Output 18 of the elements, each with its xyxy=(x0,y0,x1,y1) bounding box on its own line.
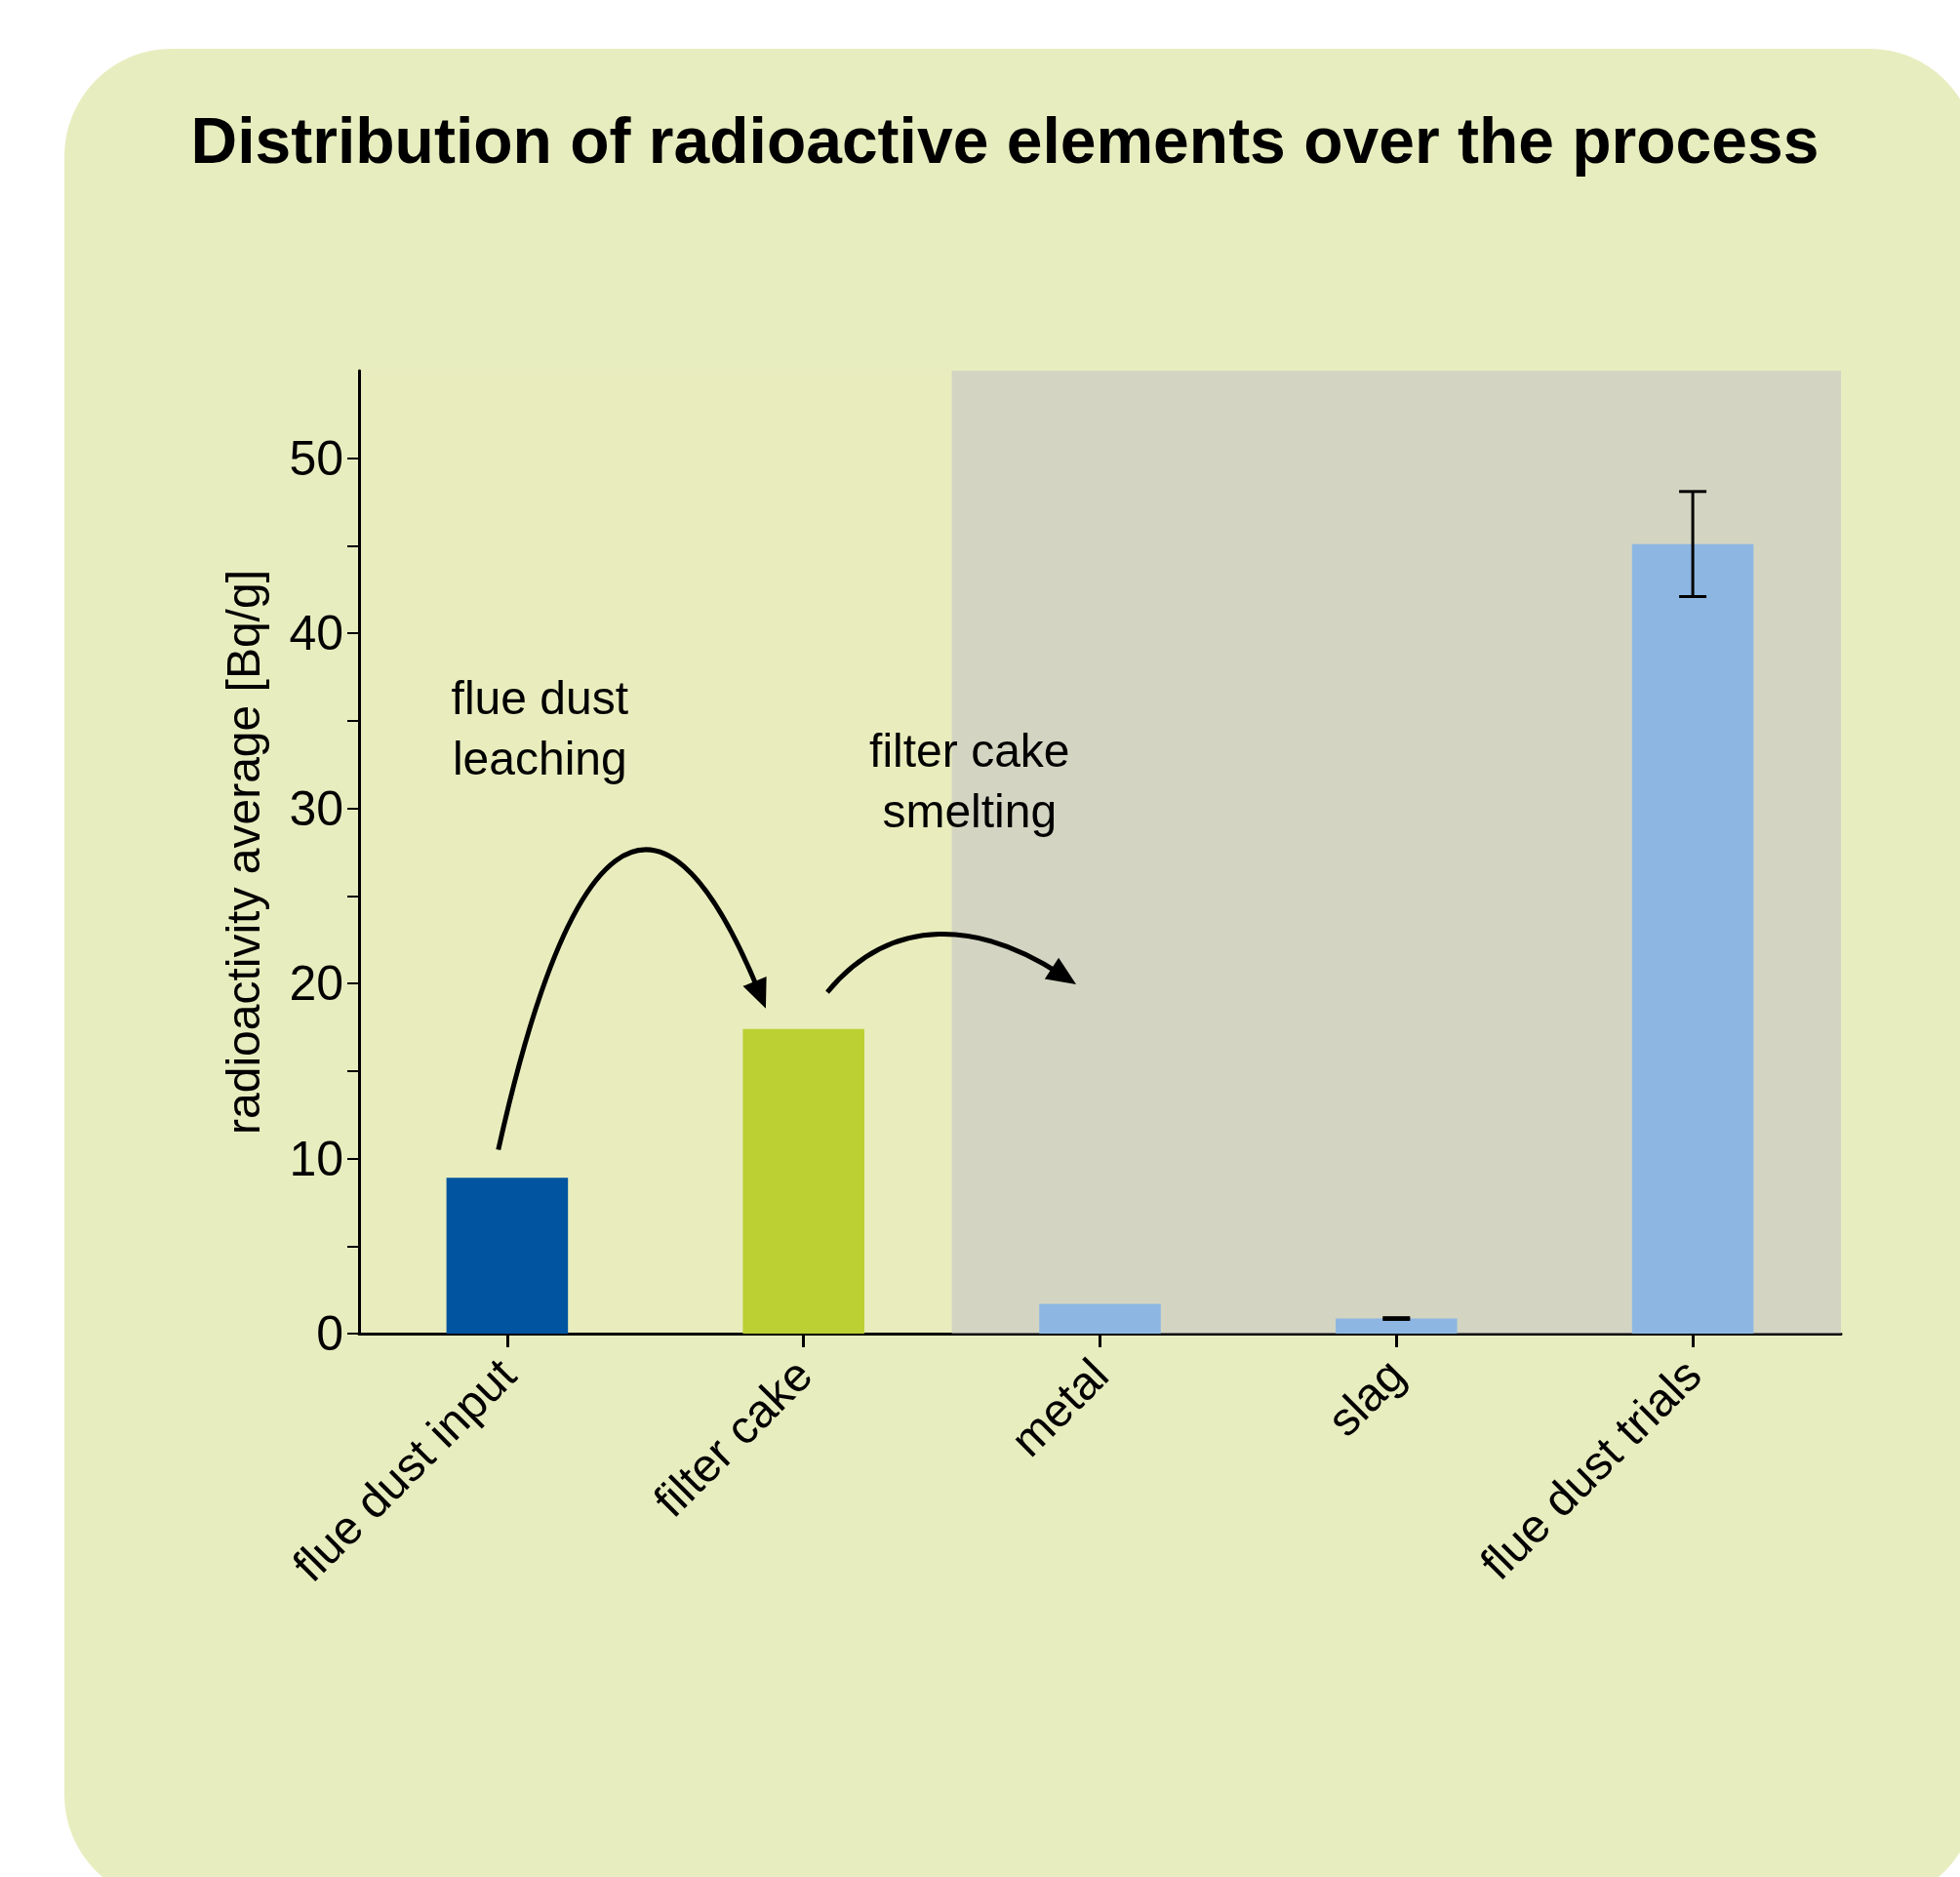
chart-title: Distribution of radioactive elements over the process xyxy=(189,103,1820,179)
y-tick-label: 20 xyxy=(289,956,343,1012)
bar xyxy=(1039,1303,1161,1334)
bar xyxy=(742,1028,864,1334)
y-axis-title: radioactivity average [Bq/g] xyxy=(217,570,269,1135)
bar xyxy=(1631,543,1754,1334)
y-tick-label: 30 xyxy=(289,780,343,836)
y-tick-label: 40 xyxy=(289,606,343,661)
y-tick-label: 10 xyxy=(289,1131,343,1186)
annotation: flue dust leaching xyxy=(450,671,630,787)
x-tick-label: slag xyxy=(1317,1348,1416,1446)
y-tick-label: 50 xyxy=(289,430,343,486)
x-tick-label: filter cake xyxy=(643,1348,822,1527)
bar xyxy=(446,1178,569,1334)
annotation: filter cake smelting xyxy=(868,723,1071,839)
x-tick-label: flue dust trials xyxy=(1470,1348,1711,1590)
bar xyxy=(1336,1318,1458,1334)
y-tick-label: 0 xyxy=(316,1306,343,1361)
